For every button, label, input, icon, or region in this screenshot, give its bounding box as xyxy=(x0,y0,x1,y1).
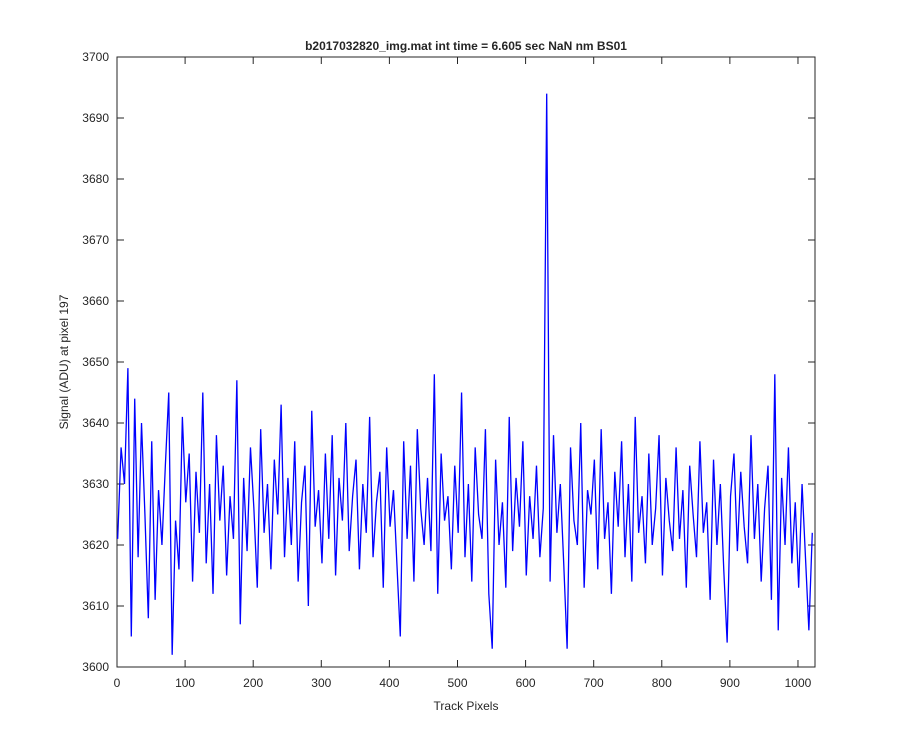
y-axis-label: Signal (ADU) at pixel 197 xyxy=(57,294,71,429)
y-tick-label: 3600 xyxy=(82,660,109,674)
y-tick-label: 3650 xyxy=(82,355,109,369)
y-tick-label: 3700 xyxy=(82,50,109,64)
y-tick-label: 3620 xyxy=(82,538,109,552)
x-tick-label: 700 xyxy=(584,676,604,690)
plot-area xyxy=(116,56,816,668)
x-tick-label: 600 xyxy=(516,676,536,690)
y-tick-label: 3670 xyxy=(82,233,109,247)
x-tick-label: 1000 xyxy=(785,676,812,690)
x-tick-label: 900 xyxy=(720,676,740,690)
x-tick-label: 300 xyxy=(311,676,331,690)
x-tick-label: 0 xyxy=(114,676,121,690)
x-tick-label: 400 xyxy=(379,676,399,690)
chart-title: b2017032820_img.mat int time = 6.605 sec… xyxy=(305,39,627,53)
x-axis-label: Track Pixels xyxy=(434,699,499,713)
y-tick-label: 3640 xyxy=(82,416,109,430)
y-tick-label: 3680 xyxy=(82,172,109,186)
y-tick-label: 3660 xyxy=(82,294,109,308)
x-tick-label: 200 xyxy=(243,676,263,690)
x-tick-label: 500 xyxy=(447,676,467,690)
y-tick-label: 3690 xyxy=(82,111,109,125)
y-tick-label: 3630 xyxy=(82,477,109,491)
x-tick-label: 100 xyxy=(175,676,195,690)
data-line xyxy=(117,93,813,655)
y-tick-label: 3610 xyxy=(82,599,109,613)
x-tick-label: 800 xyxy=(652,676,672,690)
